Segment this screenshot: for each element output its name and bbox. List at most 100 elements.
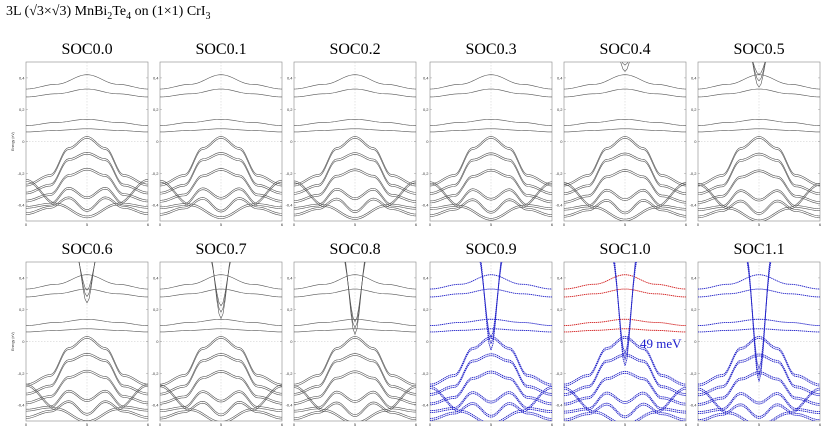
valence-band-line xyxy=(294,392,416,413)
y-tick-label: -0,4 xyxy=(422,403,430,408)
conduction-band-line xyxy=(294,318,416,326)
x-tick-label: 6 xyxy=(147,422,150,427)
y-tick-label: -0,4 xyxy=(556,203,564,208)
valence-band-line xyxy=(294,390,416,411)
cone-band-line xyxy=(621,62,629,66)
x-tick-label: 6 xyxy=(147,222,150,227)
x-tick-label: 0 xyxy=(697,422,700,427)
valence-band-line xyxy=(160,386,282,421)
y-tick-label: -0,4 xyxy=(556,403,564,408)
conduction-band-line xyxy=(26,128,148,133)
valence-band-line xyxy=(26,369,148,403)
panel-title: SOC0.6 xyxy=(61,241,112,258)
valence-band-line xyxy=(698,389,820,421)
bands-group xyxy=(698,262,820,421)
valence-band-line xyxy=(160,136,282,185)
valence-band-line xyxy=(294,187,416,208)
bands-group xyxy=(294,262,416,421)
y-tick-label: -0,2 xyxy=(286,371,294,376)
conduction-band-line xyxy=(430,274,552,290)
band-panel: SOC0.2 0,4 0,2 0 -0,2 -0,4 0 5 6 xyxy=(286,41,418,227)
valence-band-line xyxy=(430,402,552,419)
conduction-band-line xyxy=(160,74,282,90)
valence-band-line xyxy=(430,138,552,187)
valence-band-line xyxy=(430,386,552,421)
x-tick-label: 6 xyxy=(685,222,688,227)
band-panel: SOC0.8 0,4 0,2 0 -0,2 -0,4 0 5 6 xyxy=(286,241,418,427)
valence-band-line xyxy=(160,402,282,420)
x-tick-label: 0 xyxy=(159,222,162,227)
cone-band-line xyxy=(752,62,766,82)
valence-band-line xyxy=(160,197,282,214)
valence-band-line xyxy=(564,182,686,220)
valence-band-line xyxy=(564,402,686,420)
valence-band-line xyxy=(430,170,552,204)
conduction-band-line xyxy=(294,128,416,133)
x-tick-label: 5 xyxy=(624,422,627,427)
valence-band-line xyxy=(26,169,148,203)
valence-band-line xyxy=(564,386,686,421)
y-tick-label: 0,2 xyxy=(19,107,25,112)
y-tick-label: 0 xyxy=(426,339,429,344)
valence-band-line xyxy=(160,170,282,203)
valence-band-line xyxy=(430,391,552,412)
valence-band-line xyxy=(698,136,820,185)
y-tick-label: -0,2 xyxy=(152,371,160,376)
cone-band-line xyxy=(613,262,637,362)
valence-band-line xyxy=(160,179,282,218)
x-tick-label: 0 xyxy=(563,422,566,427)
valence-band-line xyxy=(294,353,416,394)
x-tick-label: 6 xyxy=(281,222,284,227)
cone-band-line xyxy=(344,262,366,323)
y-tick-label: -0,2 xyxy=(690,171,698,176)
valence-band-line xyxy=(26,338,148,387)
band-panel: SOC0.0 0,4 0,2 0 -0,2 -0,4 0 5 6 Energy (eV) xyxy=(11,41,150,227)
bands-group xyxy=(564,62,686,221)
bands-group xyxy=(698,62,820,221)
y-tick-label: 0 xyxy=(560,139,563,144)
bands-group xyxy=(26,262,148,421)
valence-band-line xyxy=(294,338,416,387)
valence-band-line xyxy=(698,371,820,404)
valence-band-line xyxy=(26,385,148,421)
conduction-band-line xyxy=(160,274,282,290)
conduction-band-line xyxy=(430,118,552,126)
y-tick-label: -0,2 xyxy=(556,371,564,376)
valence-band-line xyxy=(294,152,416,193)
valence-band-line xyxy=(294,355,416,396)
valence-band-line xyxy=(26,196,148,214)
y-tick-label: -0,2 xyxy=(422,171,430,176)
conduction-band-line xyxy=(294,88,416,98)
y-tick-label: -0,2 xyxy=(152,171,160,176)
valence-band-line xyxy=(564,393,686,414)
gap-annotation: 49 meV xyxy=(640,336,682,351)
band-panel: SOC0.4 0,4 0,2 0 -0,2 -0,4 0 5 6 xyxy=(556,41,688,227)
valence-band-line xyxy=(26,400,148,417)
y-tick-label: 0 xyxy=(560,339,563,344)
conduction-band-line xyxy=(294,288,416,298)
y-tick-label: 0 xyxy=(22,139,25,144)
conduction-band-line xyxy=(26,88,148,98)
valence-band-line xyxy=(26,391,148,412)
valence-band-line xyxy=(430,387,552,421)
bands-group xyxy=(430,74,552,221)
valence-band-line xyxy=(160,152,282,193)
valence-band-line xyxy=(26,179,148,217)
x-tick-label: 5 xyxy=(86,222,89,227)
x-tick-label: 6 xyxy=(685,422,688,427)
cone-band-line xyxy=(345,262,365,336)
conduction-band-line xyxy=(564,274,686,290)
panel-title: SOC0.3 xyxy=(465,41,516,58)
y-tick-label: -0,2 xyxy=(556,171,564,176)
bands-group xyxy=(26,74,148,219)
valence-band-line xyxy=(160,336,282,385)
conduction-band-line xyxy=(564,88,686,98)
x-tick-label: 5 xyxy=(490,222,493,227)
conduction-band-line xyxy=(430,128,552,133)
valence-band-line xyxy=(430,181,552,219)
conduction-band-line xyxy=(564,318,686,327)
valence-band-line xyxy=(564,404,686,421)
x-tick-label: 0 xyxy=(429,222,432,227)
valence-band-line xyxy=(294,199,416,217)
valence-band-line xyxy=(26,138,148,187)
